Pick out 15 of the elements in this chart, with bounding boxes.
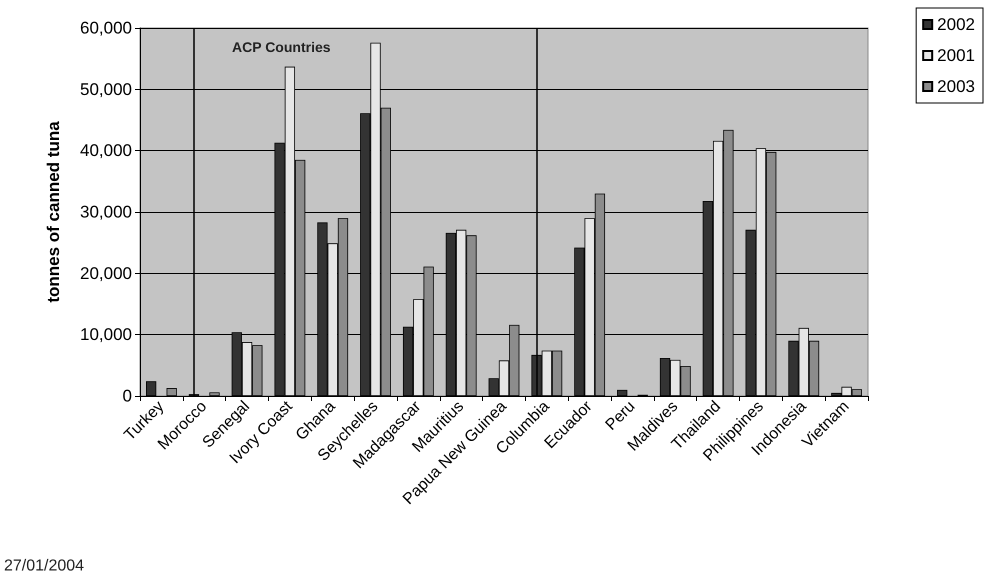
y-axis-title: tonnes of canned tuna xyxy=(44,120,63,303)
legend-label: 2001 xyxy=(937,46,976,65)
y-tick-label: 40,000 xyxy=(80,141,132,160)
y-tick-label: 20,000 xyxy=(80,264,132,283)
y-tick-label: 60,000 xyxy=(80,18,132,38)
y-tick-label: 0 xyxy=(122,386,132,406)
bar xyxy=(146,381,156,396)
y-tick-label: 50,000 xyxy=(80,80,132,99)
legend-label: 2003 xyxy=(937,77,976,96)
y-tick-label: 30,000 xyxy=(80,202,132,222)
y-tick-label: 10,000 xyxy=(80,325,132,344)
bar xyxy=(617,390,628,396)
legend-label: 2002 xyxy=(937,15,976,34)
text: 27/01/2004 xyxy=(4,558,84,574)
annotation: ACP Countries xyxy=(232,39,331,55)
